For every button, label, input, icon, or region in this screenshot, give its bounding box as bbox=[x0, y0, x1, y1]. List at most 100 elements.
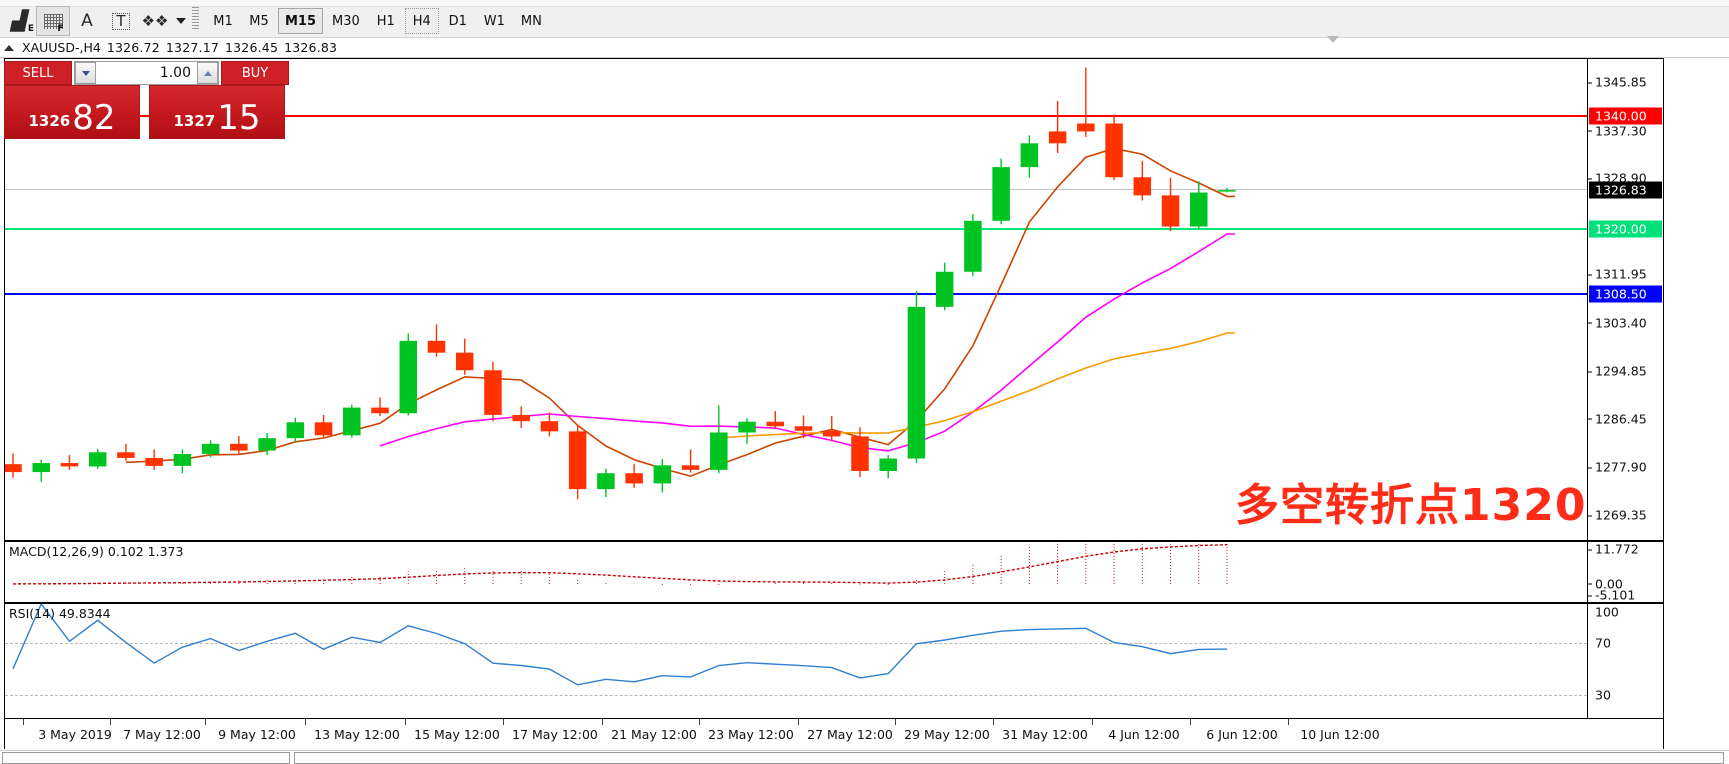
time-tick-mark bbox=[405, 719, 406, 725]
timeframe-d1[interactable]: D1 bbox=[448, 13, 467, 29]
candle bbox=[1020, 143, 1039, 168]
price-tick-1277.90: 1277.90 bbox=[1588, 460, 1647, 475]
candle bbox=[1105, 123, 1123, 178]
price-line-resistance-1340[interactable] bbox=[5, 114, 1587, 117]
candlestick-series bbox=[5, 67, 1236, 500]
sell-price-figure: 1326 bbox=[28, 112, 71, 130]
candle bbox=[88, 452, 107, 467]
time-label: 27 May 12:00 bbox=[807, 727, 893, 742]
time-label: 31 May 12:00 bbox=[1002, 727, 1088, 742]
price-tick-1337.30: 1337.30 bbox=[1588, 123, 1647, 138]
timeframe-m5[interactable]: M5 bbox=[249, 13, 269, 29]
rsi-level-70 bbox=[5, 642, 1587, 644]
price-badge-1320.00[interactable]: 1320.00 bbox=[1589, 220, 1662, 238]
candle bbox=[822, 430, 841, 437]
candle bbox=[710, 432, 728, 470]
chart-scroll-marker-icon bbox=[1327, 36, 1339, 43]
timeframe-m15[interactable]: M15 bbox=[278, 8, 324, 34]
price-badge-1308.50[interactable]: 1308.50 bbox=[1589, 285, 1662, 303]
macd-tick-0.00: 0.00 bbox=[1588, 576, 1623, 591]
time-tick-mark bbox=[1190, 719, 1191, 725]
rsi-tick-70: 70 bbox=[1595, 635, 1611, 651]
price-tick-1286.45: 1286.45 bbox=[1588, 411, 1647, 426]
text-icon[interactable]: A bbox=[81, 10, 93, 31]
price-line-support-1320[interactable] bbox=[5, 227, 1587, 230]
buy-price-box[interactable]: 1327 15 bbox=[149, 85, 285, 139]
candle bbox=[1190, 192, 1208, 227]
macd-plot-area[interactable] bbox=[5, 542, 1587, 602]
ohlc-close: 1326.83 bbox=[284, 40, 338, 55]
time-label: 7 May 12:00 bbox=[123, 727, 201, 742]
price-axis[interactable]: 1345.85 1340.00 1337.30 1328.90 1326.83 1320.… bbox=[1587, 59, 1663, 540]
candle bbox=[1048, 131, 1067, 144]
buy-button[interactable]: BUY bbox=[221, 61, 289, 85]
price-tick-1294.85: 1294.85 bbox=[1588, 364, 1647, 379]
volume-increment-button[interactable] bbox=[197, 62, 218, 84]
candle bbox=[794, 426, 813, 431]
price-tick-1303.40: 1303.40 bbox=[1588, 315, 1647, 330]
horizontal-scrollbar[interactable] bbox=[0, 750, 1729, 764]
price-line-current-price-1326.83[interactable] bbox=[5, 189, 1587, 191]
text-label-icon[interactable]: T bbox=[104, 6, 138, 36]
toolbar-drag-handle[interactable] bbox=[192, 6, 199, 31]
time-tick-mark bbox=[205, 719, 206, 725]
volume-decrement-button[interactable] bbox=[75, 62, 96, 84]
ohlc-open: 1326.72 bbox=[106, 40, 160, 55]
sell-price-pips: 82 bbox=[72, 98, 116, 138]
rsi-axis: 100 70 30 bbox=[1587, 604, 1663, 718]
candle bbox=[935, 271, 954, 307]
time-label: 10 Jun 12:00 bbox=[1300, 727, 1380, 742]
candle bbox=[879, 458, 897, 471]
timeframe-mn[interactable]: MN bbox=[520, 13, 542, 29]
price-badge-1326.83[interactable]: 1326.83 bbox=[1589, 181, 1662, 199]
candle bbox=[738, 421, 756, 433]
volume-input[interactable]: 1.00 bbox=[96, 62, 197, 84]
moving-average-ma-mid bbox=[379, 233, 1235, 452]
price-line-pivot-1308.50[interactable] bbox=[5, 292, 1587, 295]
macd-signal-line bbox=[12, 544, 1228, 585]
moving-average-ma-slow bbox=[718, 332, 1235, 439]
time-tick-mark bbox=[993, 719, 994, 725]
rsi-level-30 bbox=[5, 694, 1587, 696]
timeframe-h4[interactable]: H4 bbox=[404, 8, 439, 34]
time-tick-mark bbox=[895, 719, 896, 725]
objects-icon[interactable]: ❖❖ bbox=[141, 11, 169, 30]
volume-stepper[interactable]: 1.00 bbox=[74, 61, 219, 85]
candle bbox=[907, 306, 926, 459]
price-badge-1340.00[interactable]: 1340.00 bbox=[1589, 107, 1662, 125]
timeframe-h1[interactable]: H1 bbox=[376, 13, 395, 29]
price-tick-1345.85: 1345.85 bbox=[1588, 75, 1647, 90]
timeframe-m1[interactable]: M1 bbox=[213, 13, 233, 29]
indicators-icon[interactable]: ▟ E bbox=[9, 9, 34, 35]
time-tick-mark bbox=[699, 719, 700, 725]
timeframe-m30[interactable]: M30 bbox=[332, 13, 360, 29]
time-label: 6 Jun 12:00 bbox=[1206, 727, 1278, 742]
rsi-series bbox=[12, 604, 1228, 686]
time-tick-mark bbox=[110, 719, 111, 725]
rsi-pane: 100 70 30 RSI(14) 49.8344 bbox=[4, 603, 1664, 719]
scrollbar-segment-2[interactable] bbox=[294, 752, 1724, 764]
candle bbox=[173, 453, 192, 466]
candle bbox=[681, 465, 700, 470]
timeframe-group: M1 M5 M15 M30 H1 H4 D1 W1 MN bbox=[205, 6, 550, 36]
timeframe-w1[interactable]: W1 bbox=[483, 13, 505, 29]
macd-axis: 11.772 0.00 -5.101 bbox=[1587, 542, 1663, 602]
chevron-down-icon[interactable] bbox=[172, 6, 190, 36]
time-tick-mark bbox=[798, 719, 799, 725]
candle bbox=[653, 465, 672, 484]
grid-icon[interactable]: F bbox=[36, 6, 70, 36]
time-tick-mark bbox=[1092, 719, 1093, 725]
time-label: 17 May 12:00 bbox=[512, 727, 598, 742]
collapse-triangle-icon[interactable] bbox=[4, 44, 14, 51]
candle bbox=[230, 443, 248, 451]
time-label: 3 May 2019 bbox=[38, 727, 112, 742]
sell-button[interactable]: SELL bbox=[4, 61, 72, 85]
time-label: 13 May 12:00 bbox=[314, 727, 400, 742]
price-plot-area[interactable] bbox=[5, 59, 1587, 540]
time-axis[interactable]: 3 May 2019 7 May 12:00 9 May 12:00 13 May 1… bbox=[4, 719, 1664, 749]
buy-price-pips: 15 bbox=[217, 98, 261, 138]
rsi-plot-area[interactable] bbox=[5, 604, 1587, 718]
chart-annotation-text: 多空转折点1320 bbox=[1235, 479, 1587, 531]
scrollbar-segment-1[interactable] bbox=[2, 752, 290, 764]
sell-price-box[interactable]: 1326 82 bbox=[4, 85, 140, 139]
